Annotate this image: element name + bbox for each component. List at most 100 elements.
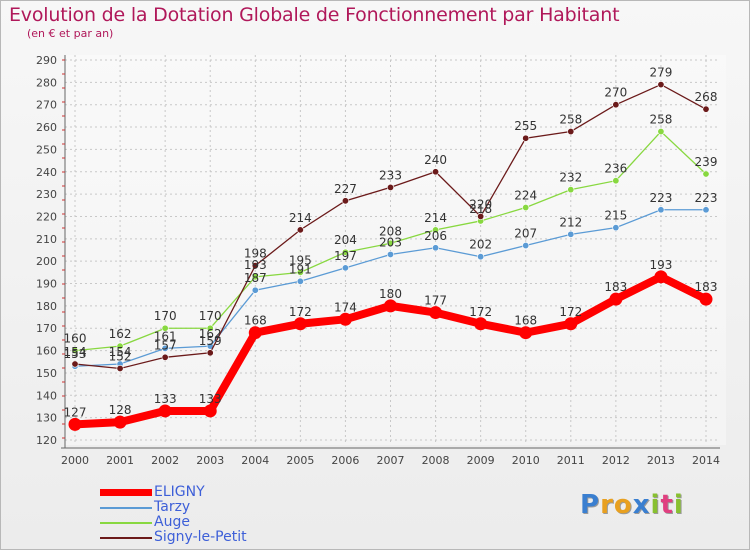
x-tick-label: 2004 (241, 454, 269, 467)
legend-label: Auge (154, 514, 190, 530)
data-point-signy-le-petit (612, 101, 620, 109)
data-label-signy-le-petit: 270 (604, 86, 627, 100)
legend-swatch (100, 489, 152, 496)
data-point-signy-le-petit (432, 168, 440, 176)
logo-letter: o (613, 490, 633, 520)
data-label-eligny: 168 (244, 314, 267, 328)
plot-area (65, 55, 726, 445)
data-point-signy-le-petit (657, 81, 665, 89)
logo-letter: x (632, 490, 651, 520)
x-tick-label: 2010 (512, 454, 540, 467)
data-label-signy-le-petit: 255 (514, 119, 537, 133)
legend-swatch (100, 506, 152, 509)
data-point-eligny (338, 312, 352, 326)
y-tick-label: 230 (36, 188, 57, 201)
data-label-auge: 160 (64, 332, 87, 346)
x-tick-label: 2009 (467, 454, 495, 467)
data-point-tarzy (386, 250, 394, 258)
x-tick-label: 2008 (422, 454, 450, 467)
data-label-auge: 239 (695, 155, 718, 169)
data-point-eligny (203, 404, 217, 418)
data-label-eligny: 172 (289, 305, 312, 319)
chart-legend: ELIGNY Tarzy Auge Signy-le-Petit (100, 485, 247, 545)
data-point-auge (567, 186, 575, 194)
y-tick-label: 130 (36, 412, 57, 425)
logo-letter: P (580, 490, 601, 520)
data-point-signy-le-petit (522, 134, 530, 142)
data-label-auge: 224 (514, 189, 537, 203)
x-tick-label: 2012 (602, 454, 630, 467)
y-tick-label: 260 (36, 121, 57, 134)
data-point-eligny (68, 417, 82, 431)
data-point-tarzy (702, 206, 710, 214)
data-point-eligny (699, 292, 713, 306)
data-point-eligny (519, 326, 533, 340)
chart-subtitle: (en € et par an) (27, 27, 114, 40)
data-label-auge: 170 (154, 309, 177, 323)
data-label-signy-le-petit: 157 (154, 338, 177, 352)
data-label-signy-le-petit: 233 (379, 168, 402, 182)
data-label-auge: 236 (604, 162, 627, 176)
data-label-signy-le-petit: 159 (199, 334, 222, 348)
y-tick-label: 240 (36, 166, 57, 179)
data-point-signy-le-petit (296, 226, 304, 234)
y-tick-label: 270 (36, 99, 57, 112)
data-point-eligny (293, 317, 307, 331)
data-label-signy-le-petit: 258 (559, 113, 582, 127)
data-point-signy-le-petit (71, 360, 79, 368)
logo-letter: i (650, 490, 661, 520)
data-label-tarzy: 202 (469, 238, 492, 252)
data-point-tarzy (432, 244, 440, 252)
data-label-signy-le-petit: 220 (469, 197, 492, 211)
data-point-tarzy (657, 206, 665, 214)
data-label-eligny: 172 (559, 305, 582, 319)
y-tick-label: 250 (36, 143, 57, 156)
data-label-auge: 214 (424, 211, 447, 225)
x-tick-label: 2014 (692, 454, 720, 467)
data-label-auge: 170 (199, 309, 222, 323)
legend-swatch (100, 536, 152, 539)
data-point-auge (116, 342, 124, 350)
legend-label: Tarzy (154, 499, 191, 515)
data-point-signy-le-petit (251, 262, 259, 270)
data-label-tarzy: 206 (424, 229, 447, 243)
data-label-signy-le-petit: 279 (649, 66, 672, 80)
data-label-eligny: 168 (514, 314, 537, 328)
data-label-eligny: 174 (334, 300, 357, 314)
data-label-eligny: 180 (379, 287, 402, 301)
data-point-signy-le-petit (567, 128, 575, 136)
data-point-signy-le-petit (477, 212, 485, 220)
data-point-eligny (429, 306, 443, 320)
data-point-tarzy (477, 253, 485, 261)
data-point-tarzy (161, 344, 169, 352)
y-tick-label: 200 (36, 255, 57, 268)
data-point-auge (522, 204, 530, 212)
data-label-auge: 232 (559, 171, 582, 185)
y-tick-label: 150 (36, 367, 57, 380)
data-point-auge (161, 324, 169, 332)
data-point-tarzy (522, 242, 530, 250)
data-label-signy-le-petit: 227 (334, 182, 357, 196)
data-label-eligny: 193 (649, 258, 672, 272)
data-label-auge: 258 (649, 113, 672, 127)
legend-item-eligny: ELIGNY (100, 485, 247, 500)
data-point-signy-le-petit (116, 364, 124, 372)
data-label-eligny: 127 (64, 405, 87, 419)
data-label-signy-le-petit: 268 (695, 90, 718, 104)
data-label-signy-le-petit: 152 (109, 349, 132, 363)
data-point-auge (612, 177, 620, 185)
data-point-eligny (564, 317, 578, 331)
data-label-auge: 195 (289, 253, 312, 267)
y-tick-label: 140 (36, 389, 57, 402)
data-label-tarzy: 161 (154, 329, 177, 343)
data-point-eligny (113, 415, 127, 429)
data-label-tarzy: 207 (514, 227, 537, 241)
data-point-tarzy (341, 264, 349, 272)
legend-item-tarzy: Tarzy (100, 500, 247, 515)
data-point-signy-le-petit (161, 353, 169, 361)
data-label-eligny: 133 (154, 392, 177, 406)
logo-letter: r (600, 490, 614, 520)
data-label-tarzy: 154 (109, 345, 132, 359)
